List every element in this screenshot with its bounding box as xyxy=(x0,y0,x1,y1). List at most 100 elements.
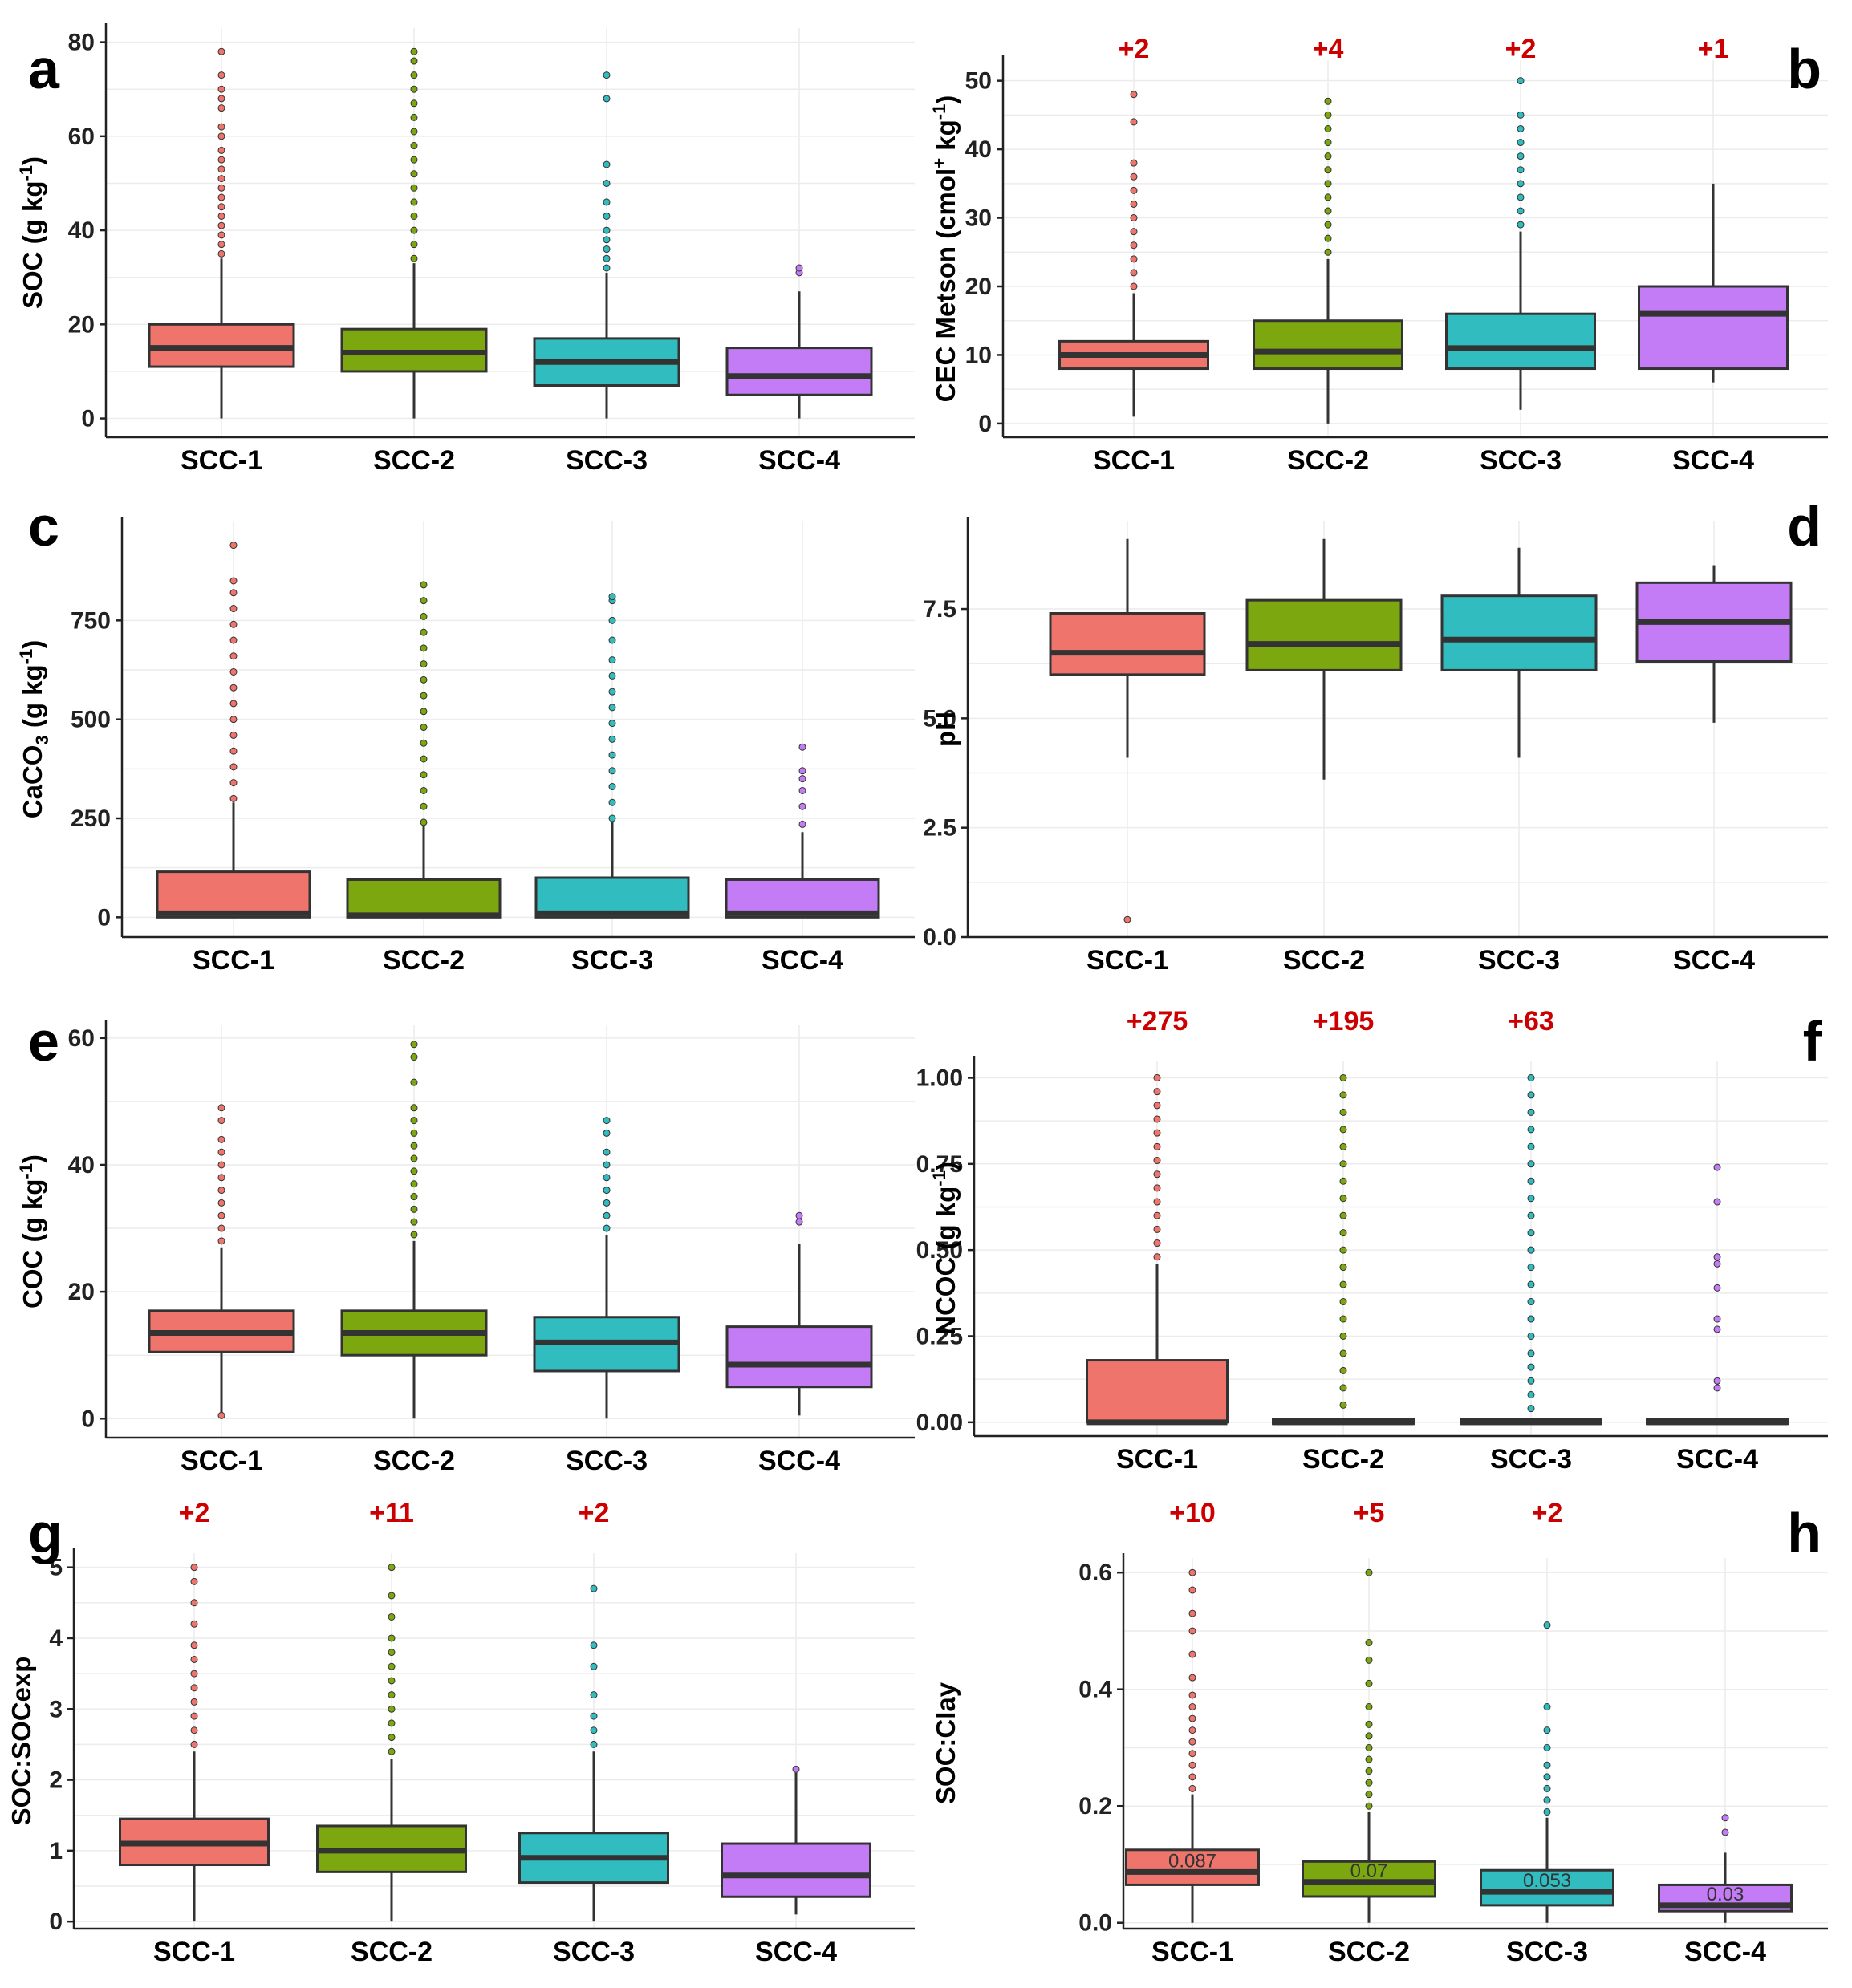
outlier-point xyxy=(590,1691,598,1699)
outlier-point xyxy=(1153,1253,1161,1261)
outlier-point xyxy=(608,593,616,601)
box-SCC-2: 0.07 +5 xyxy=(1302,1498,1436,1923)
outlier-point xyxy=(388,1691,396,1699)
outlier-point xyxy=(608,688,616,696)
outlier-point xyxy=(1324,180,1332,188)
outlier-point xyxy=(1527,1349,1535,1357)
outlier-point xyxy=(1339,1384,1347,1392)
category-label: SCC-2 xyxy=(1328,1937,1410,1967)
box-SCC-1: +2 xyxy=(119,1498,270,1922)
y-tick-label: 4 xyxy=(49,1625,63,1652)
outlier-point xyxy=(1123,915,1131,923)
median-value-label: 0.087 xyxy=(1168,1850,1216,1872)
category-label: SCC-1 xyxy=(181,445,262,476)
outlier-point xyxy=(1324,193,1332,201)
y-axis-title: CaCO3 (g kg-1) xyxy=(16,640,52,819)
outlier-point xyxy=(190,1670,198,1678)
panel-letter: g xyxy=(28,1502,63,1564)
category-label: SCC-4 xyxy=(1676,1444,1758,1475)
outlier-point xyxy=(795,1211,803,1219)
outlier-point xyxy=(1543,1726,1551,1734)
outlier-point xyxy=(1188,1738,1196,1746)
y-tick-label: 0.00 xyxy=(916,1410,963,1436)
outlier-point xyxy=(190,1726,198,1734)
outlier-point xyxy=(1339,1349,1347,1357)
outlier-point xyxy=(1324,139,1332,147)
outlier-point xyxy=(410,47,418,55)
y-tick-label: 0 xyxy=(49,1909,63,1935)
outlier-point xyxy=(190,1641,198,1649)
box-SCC-2 xyxy=(340,47,488,419)
outlier-point xyxy=(410,1180,418,1188)
outlier-point xyxy=(388,1719,396,1727)
outlier-point xyxy=(388,1649,396,1657)
outlier-point xyxy=(410,1193,418,1201)
outlier-point xyxy=(190,1599,198,1607)
box-iqr xyxy=(1253,319,1403,371)
box-iqr xyxy=(1445,312,1596,371)
outlier-point xyxy=(410,241,418,249)
outlier-point xyxy=(217,1135,225,1143)
panel-letter: c xyxy=(28,495,59,558)
box-SCC-4 xyxy=(721,1765,871,1915)
box-SCC-3: 0.053 +2 xyxy=(1480,1498,1614,1923)
outlier-point xyxy=(1130,269,1138,277)
outlier-point xyxy=(603,254,611,262)
outlier-point xyxy=(217,1237,225,1245)
outlier-point xyxy=(1130,282,1138,290)
y-axis-title: SOC (g kg-1) xyxy=(16,156,47,309)
outlier-point xyxy=(603,198,611,206)
outlier-point xyxy=(1339,1246,1347,1254)
outlier-point xyxy=(1339,1315,1347,1323)
category-label: SCC-1 xyxy=(181,1446,262,1476)
y-tick-label: 40 xyxy=(68,217,95,244)
outlier-point xyxy=(420,755,428,763)
extra-count-label: +2 xyxy=(179,1498,210,1528)
extra-count-label: +63 xyxy=(1508,1006,1554,1037)
outlier-point xyxy=(420,802,428,810)
outlier-point xyxy=(1188,1586,1196,1594)
y-tick-label: 20 xyxy=(965,274,992,300)
y-tick-label: 0.4 xyxy=(1078,1677,1112,1703)
category-label: SCC-2 xyxy=(383,945,465,976)
outlier-point xyxy=(1153,1142,1161,1150)
outlier-point xyxy=(1130,255,1138,263)
outlier-point xyxy=(1527,1229,1535,1237)
box-iqr xyxy=(725,347,873,396)
outlier-point xyxy=(608,783,616,791)
y-tick-label: 2.5 xyxy=(923,815,956,842)
outlier-point xyxy=(1365,1720,1373,1728)
outlier-point xyxy=(1153,1157,1161,1165)
outlier-point xyxy=(798,786,806,794)
box-SCC-2 xyxy=(340,1041,488,1419)
category-label: SCC-1 xyxy=(153,1937,235,1967)
outlier-point xyxy=(420,739,428,747)
y-tick-label: 50 xyxy=(965,68,992,95)
outlier-point xyxy=(798,767,806,775)
outlier-point xyxy=(1713,1384,1721,1392)
outlier-point xyxy=(1130,91,1138,99)
outlier-point xyxy=(410,1205,418,1213)
outlier-point xyxy=(590,1712,598,1720)
y-tick-label: 30 xyxy=(965,205,992,232)
category-label: SCC-3 xyxy=(566,1446,648,1476)
outlier-point xyxy=(410,1078,418,1086)
box-iqr xyxy=(1125,1848,1260,1886)
y-tick-label: 1.00 xyxy=(916,1065,963,1091)
outlier-point xyxy=(229,605,238,613)
outlier-point xyxy=(795,1218,803,1226)
outlier-point xyxy=(1153,1198,1161,1206)
extra-count-label: +5 xyxy=(1354,1498,1385,1528)
box-SCC-2: +11 xyxy=(316,1498,467,1922)
outlier-point xyxy=(388,1677,396,1685)
outlier-point xyxy=(388,1734,396,1742)
outlier-point xyxy=(1713,1253,1721,1261)
outlier-point xyxy=(410,156,418,164)
outlier-point xyxy=(229,542,238,550)
category-label: SCC-4 xyxy=(1672,445,1754,476)
outlier-point xyxy=(1721,1828,1729,1836)
box-SCC-4 xyxy=(725,1211,873,1416)
outlier-point xyxy=(229,716,238,724)
y-axis-title: CEC Metson (cmol+ kg-1) xyxy=(929,95,961,403)
panel-letter: d xyxy=(1787,495,1822,558)
